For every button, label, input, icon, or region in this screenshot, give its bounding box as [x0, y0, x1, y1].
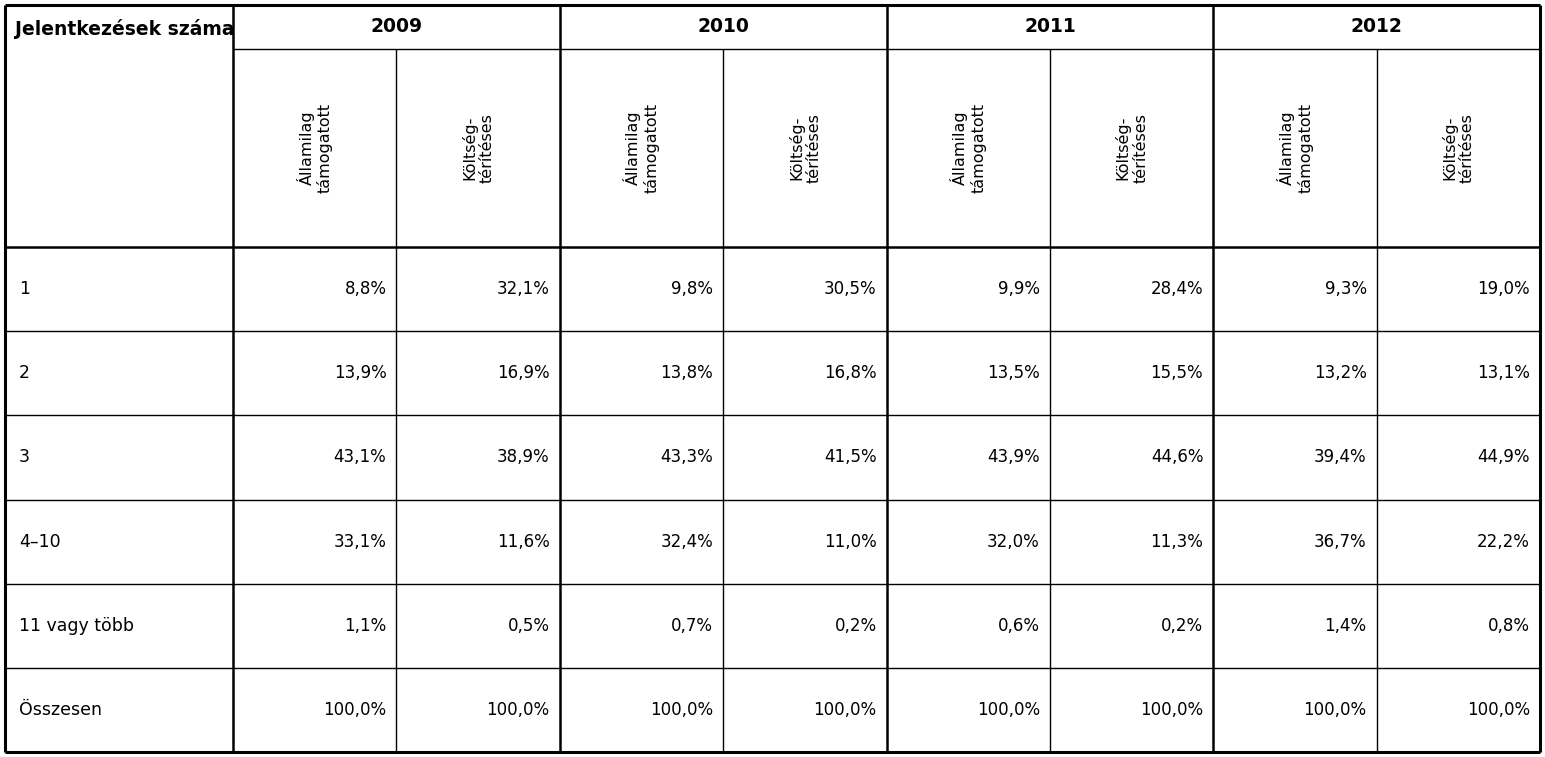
Text: 100,0%: 100,0% [1466, 701, 1530, 719]
Text: 0,2%: 0,2% [1162, 617, 1204, 635]
Text: 0,7%: 0,7% [671, 617, 714, 635]
Text: 13,8%: 13,8% [660, 364, 714, 382]
Text: 13,2%: 13,2% [1313, 364, 1367, 382]
Text: 8,8%: 8,8% [345, 280, 386, 298]
Text: 19,0%: 19,0% [1477, 280, 1530, 298]
Text: Jelentkezések száma: Jelentkezések száma [15, 19, 235, 39]
Text: 100,0%: 100,0% [323, 701, 386, 719]
Text: 41,5%: 41,5% [823, 448, 876, 466]
Text: 43,1%: 43,1% [334, 448, 386, 466]
Text: 13,5%: 13,5% [987, 364, 1040, 382]
Text: Államilag
támogatott: Államilag támogatott [297, 103, 334, 193]
Text: 33,1%: 33,1% [334, 533, 386, 550]
Text: Költség-
térítéses: Költség- térítéses [462, 113, 494, 183]
Text: 100,0%: 100,0% [1304, 701, 1367, 719]
Text: 43,3%: 43,3% [660, 448, 714, 466]
Text: Költség-
térítéses: Költség- térítéses [1115, 113, 1148, 183]
Text: 1,4%: 1,4% [1324, 617, 1367, 635]
Text: 28,4%: 28,4% [1151, 280, 1204, 298]
Text: 16,9%: 16,9% [497, 364, 550, 382]
Text: 9,8%: 9,8% [671, 280, 714, 298]
Text: 11,0%: 11,0% [823, 533, 876, 550]
Text: 36,7%: 36,7% [1313, 533, 1367, 550]
Text: 2010: 2010 [697, 17, 749, 36]
Text: 3: 3 [19, 448, 29, 466]
Text: 32,4%: 32,4% [660, 533, 714, 550]
Text: 100,0%: 100,0% [1140, 701, 1204, 719]
Text: 38,9%: 38,9% [497, 448, 550, 466]
Text: Államilag
támogatott: Államilag támogatott [623, 103, 660, 193]
Text: 0,8%: 0,8% [1488, 617, 1530, 635]
Text: 0,6%: 0,6% [998, 617, 1040, 635]
Text: 100,0%: 100,0% [650, 701, 714, 719]
Text: 2012: 2012 [1350, 17, 1403, 36]
Text: 15,5%: 15,5% [1151, 364, 1204, 382]
Text: 0,2%: 0,2% [834, 617, 876, 635]
Text: 0,5%: 0,5% [508, 617, 550, 635]
Text: 44,9%: 44,9% [1477, 448, 1530, 466]
Text: 32,0%: 32,0% [987, 533, 1040, 550]
Text: 100,0%: 100,0% [813, 701, 876, 719]
Text: 43,9%: 43,9% [987, 448, 1040, 466]
Text: 39,4%: 39,4% [1313, 448, 1367, 466]
Text: 22,2%: 22,2% [1477, 533, 1530, 550]
Text: 9,9%: 9,9% [998, 280, 1040, 298]
Text: Költség-
térítéses: Költség- térítéses [1441, 113, 1475, 183]
Text: Államilag
támogatott: Államilag támogatott [1276, 103, 1313, 193]
Text: 4–10: 4–10 [19, 533, 60, 550]
Text: 1: 1 [19, 280, 29, 298]
Text: 16,8%: 16,8% [823, 364, 876, 382]
Text: 11,6%: 11,6% [497, 533, 550, 550]
Text: 2: 2 [19, 364, 29, 382]
Text: 9,3%: 9,3% [1324, 280, 1367, 298]
Text: Költség-
térítéses: Költség- térítéses [788, 113, 822, 183]
Text: Összesen: Összesen [19, 701, 102, 719]
Text: 1,1%: 1,1% [345, 617, 386, 635]
Text: 30,5%: 30,5% [823, 280, 876, 298]
Text: 11 vagy több: 11 vagy több [19, 617, 134, 635]
Text: 13,1%: 13,1% [1477, 364, 1530, 382]
Text: 13,9%: 13,9% [334, 364, 386, 382]
Text: 2011: 2011 [1024, 17, 1075, 36]
Text: 11,3%: 11,3% [1151, 533, 1204, 550]
Text: 100,0%: 100,0% [976, 701, 1040, 719]
Text: 32,1%: 32,1% [497, 280, 550, 298]
Text: 2009: 2009 [371, 17, 422, 36]
Text: Államilag
támogatott: Államilag támogatott [950, 103, 987, 193]
Text: 100,0%: 100,0% [487, 701, 550, 719]
Text: 44,6%: 44,6% [1151, 448, 1204, 466]
